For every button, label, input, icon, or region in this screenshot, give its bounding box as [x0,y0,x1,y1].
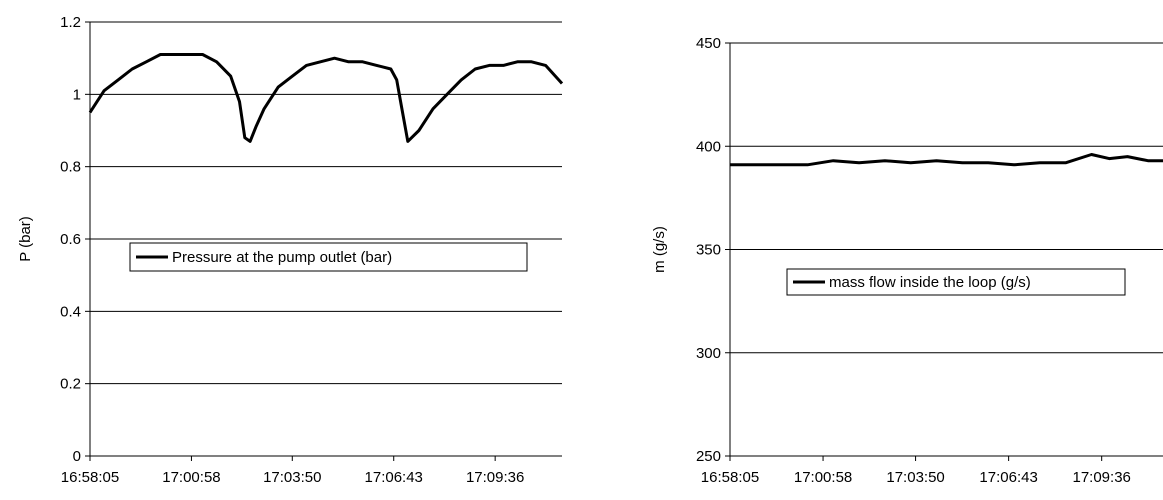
x-tick-label: 17:00:58 [162,469,220,486]
x-tick-label: 17:03:50 [886,469,944,486]
legend-box [129,242,528,272]
y-tick-label: 450 [696,35,721,52]
y-tick-label: 0.6 [60,231,81,248]
y-tick-label: 0.4 [60,303,81,320]
legend-box [786,268,1126,296]
y-tick-label: 0.2 [60,376,81,393]
y-tick-label: 0 [73,448,81,465]
x-tick-label: 17:03:50 [263,469,321,486]
series-line [88,53,564,143]
x-tick-label: 16:58:05 [61,469,119,486]
x-tick-label: 17:09:36 [1072,469,1130,486]
y-axis-title: m (g/s) [651,226,668,273]
legend-label: Pressure at the pump outlet (bar) [172,249,392,266]
x-tick-label: 17:06:43 [979,469,1037,486]
series-line [730,153,1163,167]
y-tick-label: 0.8 [60,159,81,176]
x-tick-label: 17:09:36 [466,469,524,486]
y-tick-label: 250 [696,448,721,465]
y-axis-title: P (bar) [17,216,34,262]
y-tick-label: 1.2 [60,14,81,31]
x-tick-label: 17:06:43 [365,469,423,486]
pressure-chart: 0 0.2 0.4 0.6 0.8 1 1.2 16:58:05 17:00:58 17:03:5… [17,14,564,486]
y-tick-label: 350 [696,242,721,259]
x-tick-label: 16:58:05 [701,469,759,486]
y-tick-label: 1 [73,86,81,103]
y-tick-label: 400 [696,138,721,155]
mass-flow-chart: 250 300 350 400 450 16:58:05 17:00:58 17:03:50 1… [651,35,1163,486]
x-tick-label: 17:00:58 [794,469,852,486]
legend-label: mass flow inside the loop (g/s) [829,274,1031,291]
y-tick-label: 300 [696,345,721,362]
